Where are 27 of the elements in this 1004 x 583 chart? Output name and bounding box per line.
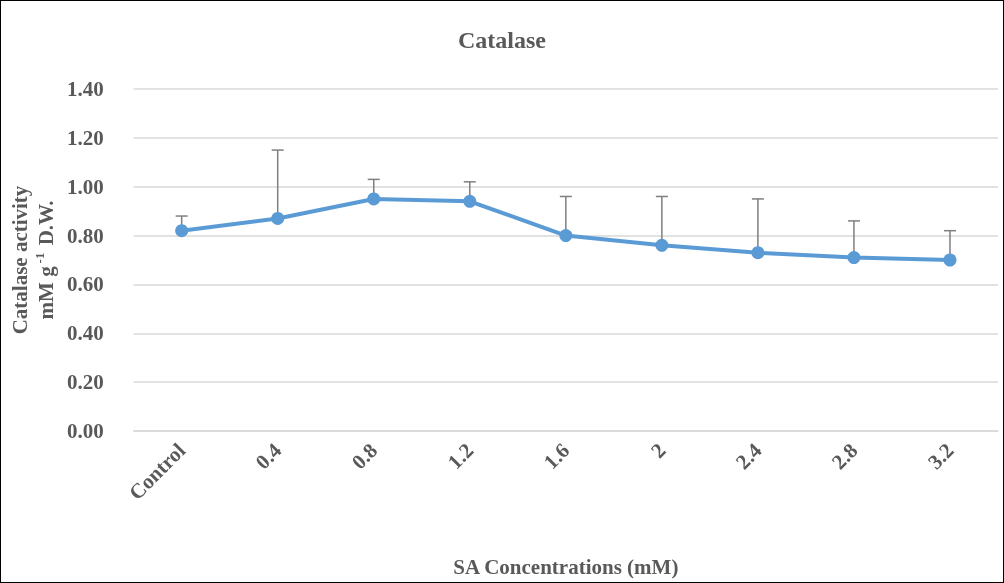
y-tick-label: 0.00	[66, 419, 104, 443]
point	[463, 194, 477, 208]
x-tick-label: 0.8	[346, 438, 383, 475]
chart-title: Catalase	[458, 27, 547, 53]
y-tick-label: 0.80	[66, 223, 104, 248]
point	[943, 253, 957, 267]
x-tick-label: 1.6	[538, 438, 575, 475]
point	[847, 251, 861, 265]
x-tick-label: 2.4	[730, 438, 767, 475]
point	[271, 211, 285, 225]
x-tick-label: 2	[645, 438, 671, 463]
point	[175, 224, 189, 238]
x-tick-label: 3.2	[922, 438, 959, 475]
y-tick-label: 1.40	[66, 77, 104, 101]
y-tick-label: 1.00	[66, 174, 104, 199]
y-tick-label: 0.60	[66, 272, 104, 297]
y-tick-label: 0.40	[66, 321, 104, 346]
x-tick-label: 1.2	[442, 438, 479, 475]
x-axis-title: SA Concentrations (mM)	[453, 554, 679, 579]
x-tick-label: 2.8	[826, 438, 863, 475]
x-tick-label: 0.4	[250, 438, 287, 475]
point	[655, 238, 669, 252]
y-tick-label: 1.20	[66, 125, 104, 150]
point	[367, 192, 381, 206]
point	[751, 246, 765, 260]
point	[559, 229, 573, 243]
y-tick-label: 0.20	[66, 370, 104, 395]
